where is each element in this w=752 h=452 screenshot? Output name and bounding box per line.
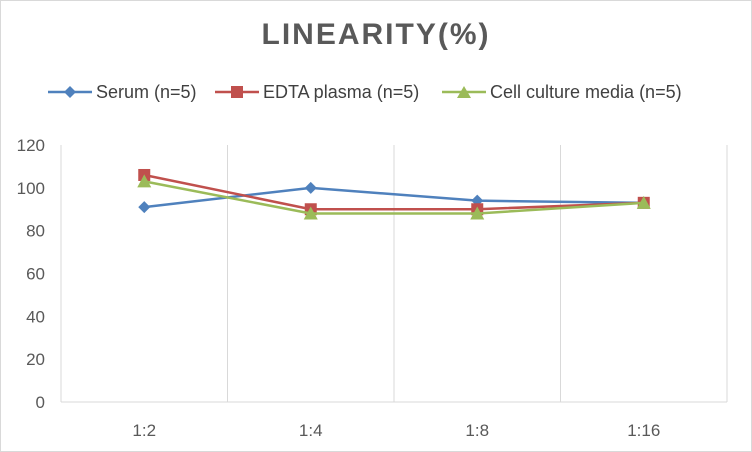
y-tick-label: 20 xyxy=(26,350,45,369)
y-tick-label: 40 xyxy=(26,307,45,326)
x-tick-label: 1:2 xyxy=(132,421,156,440)
y-tick-label: 100 xyxy=(17,179,45,198)
data-point-cell-culture-media xyxy=(137,174,152,188)
series-line-edta-plasma xyxy=(143,173,644,211)
legend-marker-edta-plasma xyxy=(215,86,259,98)
legend-label-edta-plasma: EDTA plasma (n=5) xyxy=(263,81,420,102)
y-tick-label: 60 xyxy=(26,265,45,284)
x-tick-label: 1:8 xyxy=(465,421,489,440)
data-point-serum xyxy=(138,201,151,214)
series-line-cell-culture-media xyxy=(144,180,644,215)
legend-marker-cell-culture-media xyxy=(442,86,486,98)
legend-item-edta-plasma: EDTA plasma (n=5) xyxy=(215,78,419,106)
legend-marker-serum xyxy=(48,86,92,98)
y-tick-label: 0 xyxy=(36,393,45,412)
legend-item-serum: Serum (n=5) xyxy=(48,78,197,106)
data-point-cell-culture-media xyxy=(303,206,318,220)
x-tick-label: 1:4 xyxy=(299,421,323,440)
chart-title: LINEARITY(%) xyxy=(261,18,491,51)
legend-item-cell-culture-media: Cell culture media (n=5) xyxy=(442,78,682,106)
legend-label-cell-culture-media: Cell culture media (n=5) xyxy=(490,81,682,102)
x-tick-label: 1:16 xyxy=(627,421,660,440)
data-point-serum xyxy=(304,181,317,194)
legend: Serum (n=5) EDTA plasma (n=5) Cell cultu… xyxy=(0,78,752,106)
data-point-cell-culture-media xyxy=(470,206,485,220)
legend-label-serum: Serum (n=5) xyxy=(96,81,197,102)
data-point-cell-culture-media xyxy=(636,195,651,209)
y-tick-label: 120 xyxy=(17,136,45,155)
y-tick-label: 80 xyxy=(26,222,45,241)
